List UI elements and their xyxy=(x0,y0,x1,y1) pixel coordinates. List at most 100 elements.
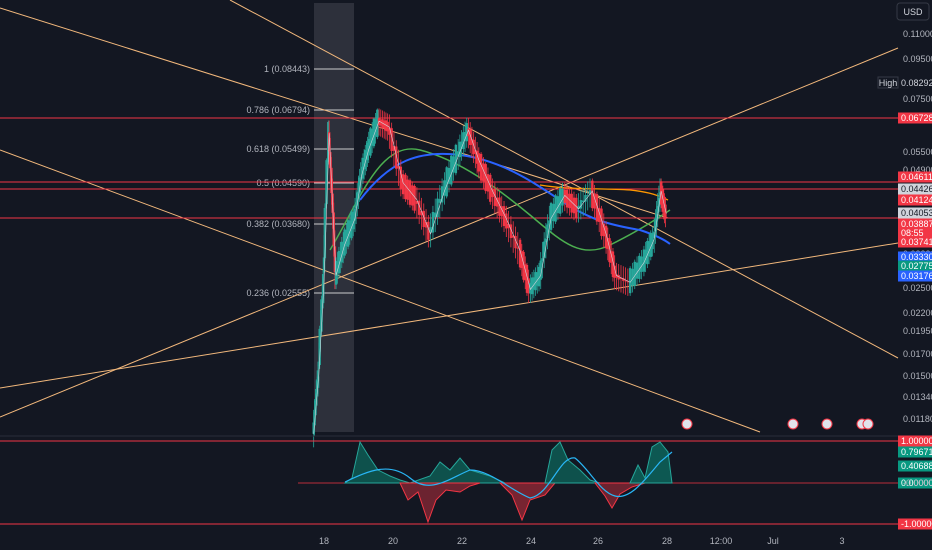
ma-blue xyxy=(359,152,671,245)
candle-body xyxy=(530,277,534,295)
candle-body xyxy=(532,277,536,290)
candle-body xyxy=(544,238,548,243)
candle-body xyxy=(647,241,651,257)
price-badge: 0.03330 xyxy=(901,252,932,262)
candle-body xyxy=(520,251,523,268)
candle-body xyxy=(657,197,661,207)
osc-badge: 0.00000 xyxy=(901,478,932,488)
candle-body xyxy=(383,120,386,129)
candle-body xyxy=(617,274,620,280)
candle-body xyxy=(314,400,317,413)
event-markers[interactable] xyxy=(681,418,874,430)
candle-body xyxy=(447,167,451,184)
price-badge: 0.03176 xyxy=(901,271,932,281)
fib-label: 0.786 (0.06794) xyxy=(246,105,310,115)
time-tick: 24 xyxy=(526,536,536,546)
trendlines[interactable] xyxy=(0,0,899,433)
currency-button[interactable]: USD xyxy=(896,2,930,21)
candle-body xyxy=(345,229,348,246)
price-badge-bg xyxy=(898,112,932,124)
candle-body xyxy=(527,278,530,294)
candle-body xyxy=(318,328,321,365)
candle-body xyxy=(325,160,328,205)
candle-body xyxy=(565,189,569,208)
osc-badge-bg xyxy=(898,446,932,458)
candle-body xyxy=(542,241,546,258)
time-tick: 26 xyxy=(593,536,603,546)
candle-body xyxy=(399,166,403,189)
candle-body xyxy=(322,257,326,273)
candle-body xyxy=(615,274,618,278)
candle-body xyxy=(358,177,361,193)
event-marker xyxy=(821,418,833,430)
candle-body xyxy=(417,200,421,215)
candle-body xyxy=(640,256,643,272)
candle-body xyxy=(575,197,578,218)
candle-body xyxy=(472,139,475,155)
high-tag: High 0.08292 xyxy=(877,76,932,89)
candle-body xyxy=(408,180,412,205)
price-badge-bg xyxy=(898,171,932,183)
osc-badge-bg xyxy=(898,518,932,530)
candle-body xyxy=(452,156,455,173)
candle-body xyxy=(406,179,409,200)
oscillator-pane[interactable] xyxy=(0,440,898,525)
candle-body xyxy=(489,174,492,202)
price-badge: 0.06728 xyxy=(901,113,932,123)
event-marker xyxy=(787,418,799,430)
candle-body xyxy=(434,212,437,218)
svg-text:High: High xyxy=(879,78,898,88)
candle-body xyxy=(635,262,639,279)
candle-body xyxy=(392,145,396,151)
candle-body xyxy=(443,180,446,196)
candle-body xyxy=(584,195,587,202)
candle-body xyxy=(572,197,576,214)
osc-badge: 1.00000 xyxy=(901,436,932,446)
candle-body xyxy=(388,127,391,135)
osc-tick: -0.00000 xyxy=(903,478,932,488)
candle-body xyxy=(524,264,527,281)
candle-body xyxy=(384,120,388,131)
svg-text:USD: USD xyxy=(903,7,923,17)
candle-body xyxy=(324,203,327,209)
osc-badge-bg xyxy=(898,460,932,472)
candle-body xyxy=(512,235,515,238)
candle-body xyxy=(586,195,589,197)
time-axis[interactable]: 18 20 22 24 26 28 12:00 Jul 3 xyxy=(319,536,845,546)
osc-negative xyxy=(399,482,481,524)
candle-body xyxy=(463,132,467,141)
candle-body xyxy=(516,247,519,249)
candle-body xyxy=(509,224,513,239)
candle-body xyxy=(460,141,463,149)
candle-body xyxy=(445,167,448,197)
candle-body xyxy=(624,280,627,282)
candle-body xyxy=(631,268,634,286)
candle-body xyxy=(502,206,506,227)
candle-body xyxy=(413,185,416,211)
candle-body xyxy=(604,225,608,249)
candle-body xyxy=(431,211,435,233)
osc-badge-bg xyxy=(898,435,932,447)
candle-body xyxy=(664,204,667,219)
candle-body xyxy=(482,163,485,182)
candle-body xyxy=(611,251,615,278)
candle-body xyxy=(404,174,407,200)
price-badge: 08:55 xyxy=(901,228,924,238)
candle-body xyxy=(642,249,646,272)
price-badge-bg xyxy=(898,227,932,239)
candle-body xyxy=(495,197,499,207)
candle-body xyxy=(579,200,583,209)
candle-body xyxy=(386,121,389,132)
candle-body xyxy=(381,119,384,128)
candle-body xyxy=(315,381,319,394)
candle-body xyxy=(374,119,377,137)
candle-body xyxy=(525,264,529,293)
